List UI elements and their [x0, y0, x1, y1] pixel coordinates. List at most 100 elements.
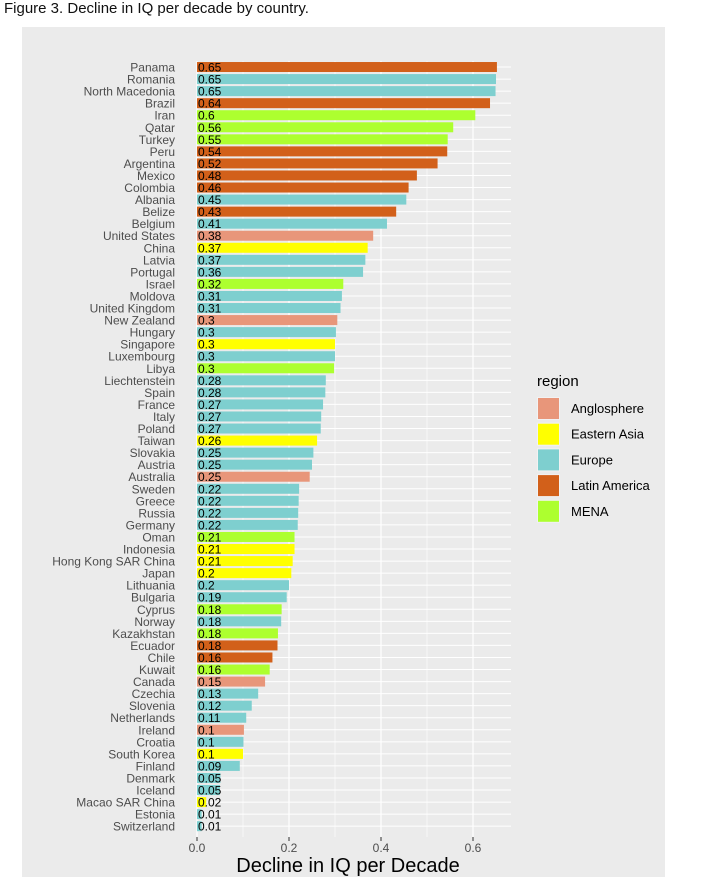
value-label: 0.25 [198, 458, 222, 472]
value-label: 0.18 [198, 615, 222, 629]
bar-libya [197, 363, 335, 374]
value-label: 0.11 [198, 711, 221, 725]
value-label: 0.3 [198, 338, 215, 352]
legend-swatch [538, 475, 559, 497]
country-label: Denmark [126, 771, 176, 785]
value-label: 0.18 [198, 627, 222, 641]
value-label: 0.09 [198, 759, 222, 773]
value-label: 0.22 [198, 482, 222, 496]
bar-switzerland [197, 821, 202, 832]
x-tick-label: 0.2 [281, 841, 298, 855]
value-label: 0.6 [198, 109, 215, 123]
country-label: Greece [136, 494, 176, 508]
bar-ecuador [197, 640, 278, 651]
country-label: South Korea [108, 747, 175, 761]
bar-croatia [197, 736, 244, 747]
bar-slovenia [197, 700, 252, 711]
country-label: Slovenia [129, 699, 175, 713]
bar-belgium [197, 218, 387, 229]
bar-israel [197, 278, 344, 289]
x-axis-title: Decline in IQ per Decade [236, 855, 459, 877]
value-label: 0.22 [198, 494, 222, 508]
country-label: Canada [133, 675, 175, 689]
country-label: Singapore [120, 338, 175, 352]
bar-qatar [197, 122, 454, 133]
bar-australia [197, 471, 310, 482]
bar-liechtenstein [197, 375, 326, 386]
country-label: Iran [154, 109, 175, 123]
bar-lithuania [197, 580, 289, 591]
value-label: 0.15 [198, 675, 222, 689]
country-label: Turkey [139, 133, 175, 147]
country-label: Latvia [143, 253, 175, 267]
value-label: 0.52 [198, 157, 222, 171]
bar-canada [197, 676, 266, 687]
bar-greece [197, 495, 299, 506]
country-label: Luxembourg [108, 350, 175, 364]
bar-turkey [197, 134, 448, 145]
bar-france [197, 399, 324, 410]
bar-russia [197, 507, 299, 518]
value-label: 0.01 [198, 808, 222, 822]
legend-swatch [538, 423, 559, 445]
country-label: Belgium [132, 217, 175, 231]
bar-mexico [197, 170, 417, 181]
value-label: 0.1 [198, 747, 215, 761]
bar-argentina [197, 158, 438, 169]
value-label: 0.3 [198, 350, 215, 364]
value-label: 0.21 [198, 543, 222, 557]
country-label: Ecuador [130, 639, 175, 653]
legend-swatch [538, 398, 559, 419]
value-label: 0.48 [198, 169, 222, 183]
legend-swatch [538, 449, 559, 471]
bar-bulgaria [197, 592, 287, 603]
country-label: Japan [142, 567, 175, 581]
bar-panama [197, 62, 497, 73]
country-label: New Zealand [104, 314, 175, 328]
x-tick-label: 0.4 [373, 841, 390, 855]
bar-new-zealand [197, 315, 338, 326]
country-label: Kazakhstan [112, 627, 175, 641]
country-label: Belize [142, 205, 175, 219]
legend-label: Latin America [571, 478, 651, 493]
bar-denmark [197, 772, 221, 783]
value-label: 0.65 [198, 61, 222, 75]
country-label: Slovakia [130, 446, 176, 460]
value-label: 0.13 [198, 687, 222, 701]
bar-south-korea [197, 748, 243, 759]
value-label: 0.28 [198, 374, 222, 388]
legend-label: MENA [571, 504, 609, 519]
country-label: Qatar [145, 121, 175, 135]
country-label: Hungary [130, 326, 175, 340]
value-label: 0.16 [198, 651, 222, 665]
bar-slovakia [197, 447, 314, 458]
bar-sweden [197, 483, 300, 494]
bar-austria [197, 459, 312, 470]
value-label: 0.28 [198, 386, 222, 400]
country-label: Hong Kong SAR China [52, 555, 175, 569]
country-label: Spain [144, 386, 175, 400]
value-label: 0.65 [198, 85, 222, 99]
country-label: Peru [150, 145, 175, 159]
value-label: 0.32 [198, 277, 222, 291]
country-label: Chile [148, 651, 176, 665]
bars: 0.650.650.650.640.60.560.550.540.520.480… [197, 61, 497, 834]
value-label: 0.01 [198, 820, 222, 834]
value-label: 0.46 [198, 181, 222, 195]
bar-macao-sar-china [197, 797, 207, 808]
value-label: 0.1 [198, 735, 215, 749]
value-label: 0.19 [198, 591, 222, 605]
value-label: 0.26 [198, 434, 222, 448]
value-label: 0.25 [198, 470, 222, 484]
country-label: Macao SAR China [76, 796, 175, 810]
value-label: 0.31 [198, 289, 222, 303]
country-label: Moldova [130, 289, 176, 303]
bar-czechia [197, 688, 259, 699]
country-label: Albania [135, 193, 175, 207]
value-label: 0.02 [198, 796, 222, 810]
country-label: Bulgaria [131, 591, 175, 605]
bar-brazil [197, 98, 491, 109]
country-label: France [138, 398, 176, 412]
bar-hungary [197, 327, 336, 338]
bar-indonesia [197, 544, 295, 555]
